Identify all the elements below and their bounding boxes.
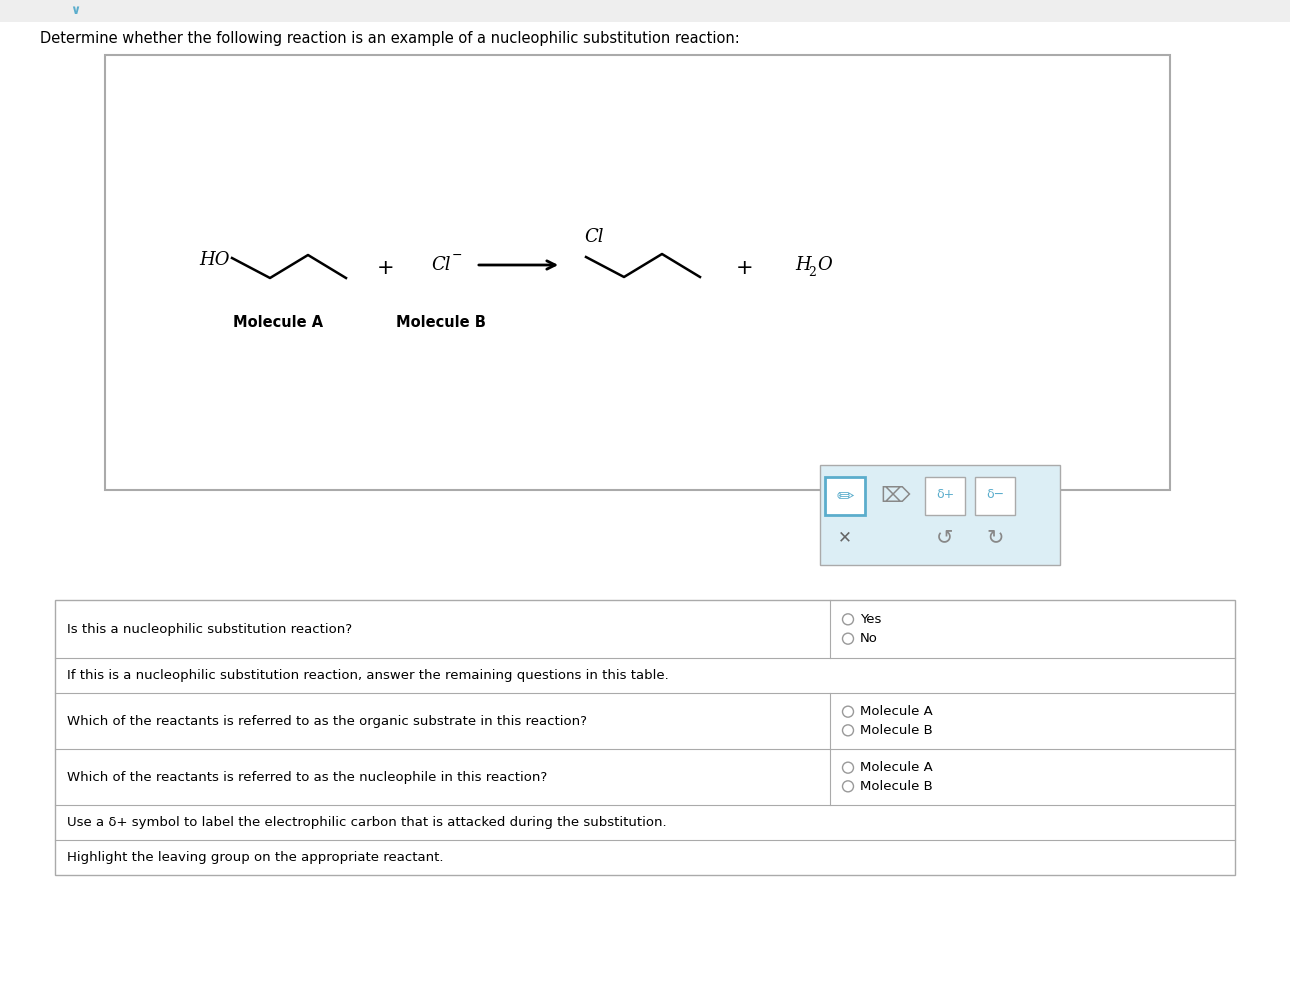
Bar [104, 55, 1170, 490]
Text: ∨: ∨ [70, 5, 80, 18]
Bar [0, 0, 1290, 22]
Bar [820, 465, 1060, 565]
Text: +: + [377, 258, 395, 278]
Text: Molecule B: Molecule B [396, 315, 486, 330]
Text: Which of the reactants is referred to as the nucleophile in this reaction?: Which of the reactants is referred to as… [67, 770, 547, 784]
Text: Determine whether the following reaction is an example of a nucleophilic substit: Determine whether the following reaction… [40, 30, 739, 45]
Text: No: No [860, 632, 878, 645]
Text: H: H [795, 256, 810, 274]
Text: Molecule A: Molecule A [233, 315, 322, 330]
Text: −: − [451, 248, 462, 262]
Text: Which of the reactants is referred to as the organic substrate in this reaction?: Which of the reactants is referred to as… [67, 714, 587, 728]
Text: Cl: Cl [584, 228, 604, 246]
Text: ↺: ↺ [937, 527, 953, 547]
Text: ✏: ✏ [836, 486, 854, 506]
FancyBboxPatch shape [826, 477, 866, 515]
Text: δ+: δ+ [935, 488, 955, 500]
Text: Cl: Cl [431, 256, 450, 274]
Text: 2: 2 [808, 266, 815, 279]
Text: ⌦: ⌦ [880, 486, 909, 506]
Text: Highlight the leaving group on the appropriate reactant.: Highlight the leaving group on the appro… [67, 851, 444, 864]
Text: O: O [817, 256, 832, 274]
Bar [55, 600, 1235, 875]
Bar [925, 477, 965, 515]
Text: Molecule B: Molecule B [860, 780, 933, 793]
Text: δ−: δ− [986, 488, 1004, 500]
Text: Molecule A: Molecule A [860, 761, 933, 774]
Text: Molecule A: Molecule A [860, 705, 933, 718]
Text: +: + [737, 258, 753, 278]
Text: ✕: ✕ [838, 528, 851, 546]
Bar [975, 477, 1015, 515]
Text: Yes: Yes [860, 613, 881, 626]
Text: Is this a nucleophilic substitution reaction?: Is this a nucleophilic substitution reac… [67, 623, 352, 636]
Text: HO: HO [200, 251, 230, 269]
Text: ↻: ↻ [987, 527, 1004, 547]
Text: Molecule B: Molecule B [860, 724, 933, 737]
Text: Use a δ+ symbol to label the electrophilic carbon that is attacked during the su: Use a δ+ symbol to label the electrophil… [67, 816, 667, 829]
Text: If this is a nucleophilic substitution reaction, answer the remaining questions : If this is a nucleophilic substitution r… [67, 669, 668, 682]
